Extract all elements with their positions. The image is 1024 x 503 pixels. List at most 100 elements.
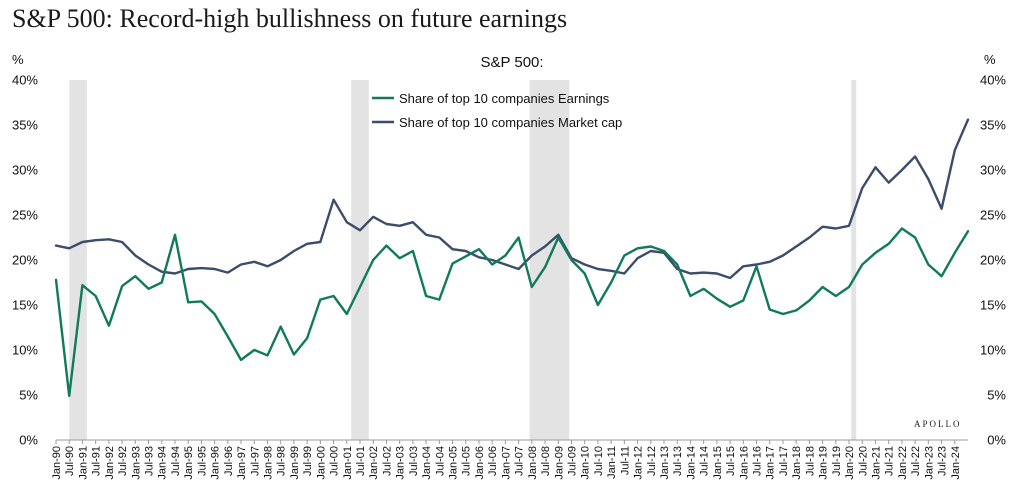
x-tick-label: Jul-09 (566, 446, 578, 476)
y-tick-label-right: 5% (987, 388, 1006, 403)
y-tick-label-left: 10% (12, 343, 38, 358)
x-tick-label: Jul-12 (646, 446, 658, 476)
x-tick-label: Jan-20 (844, 446, 856, 480)
x-tick-label: Jan-06 (474, 446, 486, 480)
x-tick-label: Jul-04 (434, 446, 446, 476)
x-tick-label: Jul-07 (514, 446, 526, 476)
series-line-earnings (54, 227, 970, 398)
y-tick-label-left: 5% (19, 388, 38, 403)
recession-band-3 (851, 80, 857, 440)
x-tick-label: Jul-17 (778, 446, 790, 476)
x-tick-label: Jul-90 (64, 446, 76, 476)
series-line-market-cap (54, 118, 970, 280)
apollo-logo: APOLLO (914, 419, 962, 429)
y-tick-label-right: 35% (980, 118, 1006, 133)
x-tick-label: Jul-22 (910, 446, 922, 476)
x-tick-label: Jul-92 (117, 446, 129, 476)
x-tick-label: Jan-03 (395, 446, 407, 480)
y-tick-label-right: 20% (980, 253, 1006, 268)
x-tick-label: Jan-10 (580, 446, 592, 480)
x-tick-label: Jan-07 (500, 446, 512, 480)
y-tick-label-right: 25% (980, 208, 1006, 223)
x-tick-label: Jul-11 (619, 446, 631, 475)
x-tick-label: Jan-14 (685, 446, 697, 480)
x-tick-label: Jan-95 (183, 446, 195, 480)
right-axis-unit: % (984, 52, 996, 67)
x-tick-label: Jul-20 (857, 446, 869, 476)
x-tick-label: Jan-09 (553, 446, 565, 480)
x-tick-label: Jan-15 (712, 446, 724, 480)
x-tick-label: Jan-21 (870, 446, 882, 480)
y-tick-label-left: 30% (12, 163, 38, 178)
y-tick-label-right: 10% (980, 343, 1006, 358)
x-tick-label: Jan-96 (210, 446, 222, 480)
x-tick-label: Jan-19 (818, 446, 830, 480)
x-tick-label: Jul-93 (144, 446, 156, 476)
x-tick-label: Jan-02 (368, 446, 380, 480)
x-tick-label: Jul-06 (487, 446, 499, 476)
x-tick-label: Jan-01 (342, 446, 354, 480)
x-tick-label: Jan-04 (421, 446, 433, 480)
page-title: S&P 500: Record-high bullishness on futu… (12, 4, 568, 33)
y-tick-label-right: 15% (980, 298, 1006, 313)
y-tick-label-right: 0% (987, 433, 1006, 448)
x-tick-label: Jan-18 (791, 446, 803, 480)
x-tick-label: Jul-14 (699, 446, 711, 476)
x-tick-label: Jan-22 (897, 446, 909, 480)
x-tick-label: Jan-98 (262, 446, 274, 480)
x-tick-label: Jul-15 (725, 446, 737, 476)
x-tick-label: Jul-01 (355, 446, 367, 476)
x-tick-label: Jul-97 (249, 446, 261, 476)
x-tick-label: Jul-19 (831, 446, 843, 476)
x-tick-label: Jul-03 (408, 446, 420, 476)
x-tick-label: Jul-21 (884, 446, 896, 476)
chart-subtitle: S&P 500: (480, 54, 544, 71)
x-tick-label: Jan-05 (448, 446, 460, 480)
x-tick-label: Jan-93 (130, 446, 142, 480)
recession-band-0 (69, 80, 87, 440)
x-tick-label: Jul-99 (302, 446, 314, 476)
y-tick-label-left: 15% (12, 298, 38, 313)
x-tick-label: Jan-94 (157, 446, 169, 480)
y-tick-label-right: 40% (980, 73, 1006, 88)
x-tick-label: Jul-95 (196, 446, 208, 476)
x-tick-label: Jan-97 (236, 446, 248, 480)
x-tick-label: Jul-23 (937, 446, 949, 476)
x-tick-label: Jan-24 (950, 446, 962, 480)
x-tick-label: Jul-05 (461, 446, 473, 476)
x-tick-label: Jan-17 (765, 446, 777, 480)
x-tick-label: Jan-16 (738, 446, 750, 480)
x-tick-label: Jan-91 (77, 446, 89, 480)
x-tick-label: Jan-23 (923, 446, 935, 480)
recession-bands (69, 80, 857, 440)
x-tick-label: Jul-13 (672, 446, 684, 476)
y-tick-label-right: 30% (980, 163, 1006, 178)
legend-label-earnings: Share of top 10 companies Earnings (399, 91, 610, 106)
recession-band-1 (351, 80, 369, 440)
y-tick-label-left: 20% (12, 253, 38, 268)
x-tick-label: Jan-08 (527, 446, 539, 480)
x-tick-label: Jul-96 (223, 446, 235, 476)
x-tick-label: Jan-92 (104, 446, 116, 480)
x-tick-label: Jan-00 (315, 446, 327, 480)
y-tick-label-left: 35% (12, 118, 38, 133)
x-tick-label: Jul-91 (91, 446, 103, 476)
y-tick-label-left: 0% (19, 433, 38, 448)
x-tick-label: Jan-99 (289, 446, 301, 480)
legend: Share of top 10 companies Earnings Share… (372, 91, 622, 130)
x-tick-label: Jul-10 (593, 446, 605, 476)
x-tick-label: Jan-13 (659, 446, 671, 480)
x-tick-label: Jul-08 (540, 446, 552, 476)
left-axis-unit: % (12, 52, 24, 67)
x-tick-label: Jul-00 (329, 446, 341, 476)
x-tick-label: Jul-18 (804, 446, 816, 476)
x-tick-label: Jul-02 (381, 446, 393, 476)
legend-label-market-cap: Share of top 10 companies Market cap (399, 115, 622, 130)
x-tick-label: Jan-90 (51, 446, 63, 480)
y-tick-label-left: 40% (12, 73, 38, 88)
y-tick-label-left: 25% (12, 208, 38, 223)
x-tick-label: Jan-12 (633, 446, 645, 480)
axes: 0% 0% 5% 5% 10% 10% 15% 15% 20% 20% 25% 25% 30% 30% 35… (12, 73, 1006, 480)
series-lines (54, 118, 970, 398)
